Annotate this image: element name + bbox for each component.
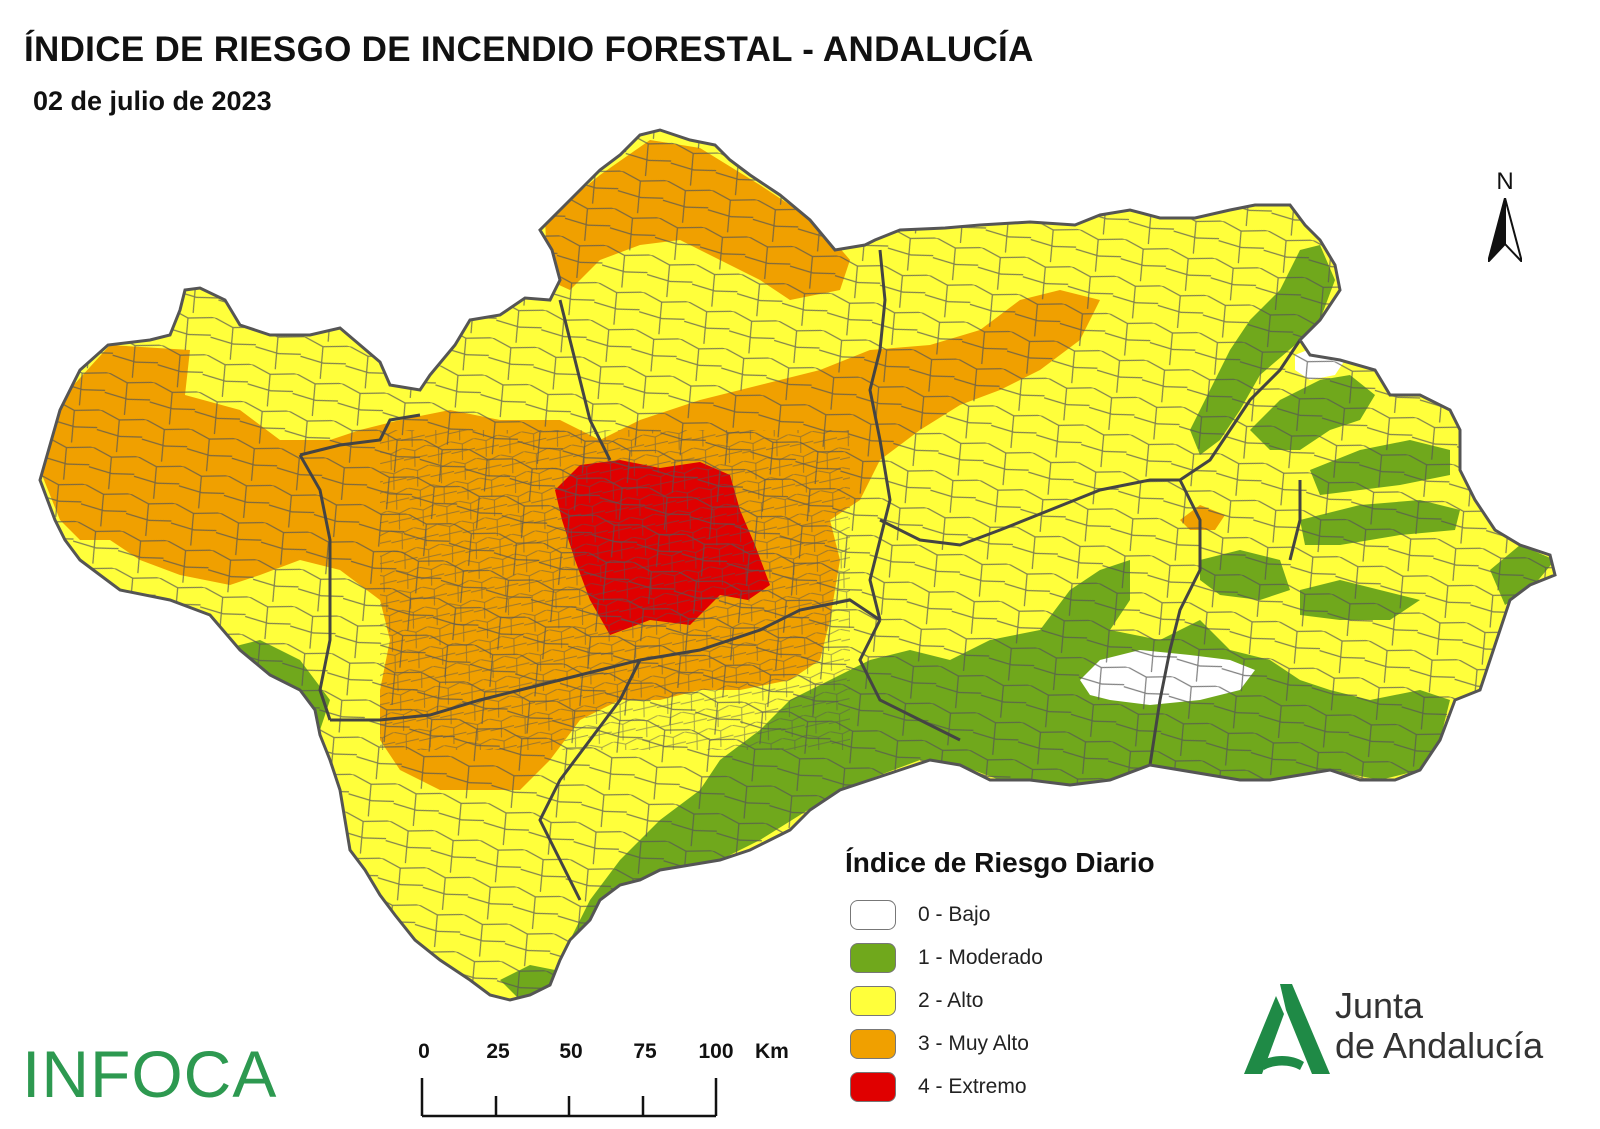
scale-tick-label: 75 (633, 1040, 657, 1063)
scale-tick-label: 25 (486, 1040, 510, 1063)
legend-label: 0 - Bajo (918, 902, 991, 926)
legend-swatch (850, 942, 896, 973)
legend-label: 3 - Muy Alto (918, 1031, 1029, 1055)
municipality-boundaries-dense (380, 430, 850, 750)
junta-de-andalucia-wordmark: Junta de Andalucía (1335, 986, 1543, 1066)
legend-item-muy-alto: 3 - Muy Alto (850, 1022, 1205, 1065)
scale-bar-graphic (420, 1078, 718, 1118)
legend-item-bajo: 0 - Bajo (850, 893, 1205, 936)
north-arrow: N (1480, 168, 1530, 268)
legend-item-extremo: 4 - Extremo (850, 1065, 1205, 1108)
legend-item-alto: 2 - Alto (850, 979, 1205, 1022)
legend-swatch (850, 899, 896, 930)
north-arrow-icon (1488, 198, 1522, 262)
infoca-logo: INFOCA (22, 1037, 278, 1111)
scale-tick-label: 0 (418, 1040, 430, 1063)
legend-swatch (850, 985, 896, 1016)
legend-title: Índice de Riesgo Diario (845, 847, 1155, 878)
legend-label: 4 - Extremo (918, 1074, 1027, 1098)
legend: Índice de Riesgo Diario 0 - Bajo 1 - Mod… (845, 847, 1205, 1108)
scale-unit: Km (755, 1040, 789, 1063)
legend-swatch (850, 1071, 896, 1102)
scale-tick-label: 100 (698, 1040, 734, 1063)
scale-tick-label: 50 (559, 1040, 583, 1063)
legend-item-moderado: 1 - Moderado (850, 936, 1205, 979)
map-title: ÍNDICE DE RIESGO DE INCENDIO FORESTAL - … (24, 30, 1034, 69)
north-label: N (1496, 168, 1514, 195)
province-boundaries (298, 249, 1302, 901)
map-date: 02 de julio de 2023 (33, 86, 272, 116)
junta-de-andalucia-emblem (1244, 984, 1330, 1074)
legend-label: 1 - Moderado (918, 945, 1043, 969)
andalucia-outline (38, 128, 1557, 1002)
junta-line-1: Junta (1335, 985, 1424, 1026)
legend-swatch (850, 1028, 896, 1059)
legend-label: 2 - Alto (918, 988, 984, 1012)
junta-line-2: de Andalucía (1335, 1025, 1544, 1066)
